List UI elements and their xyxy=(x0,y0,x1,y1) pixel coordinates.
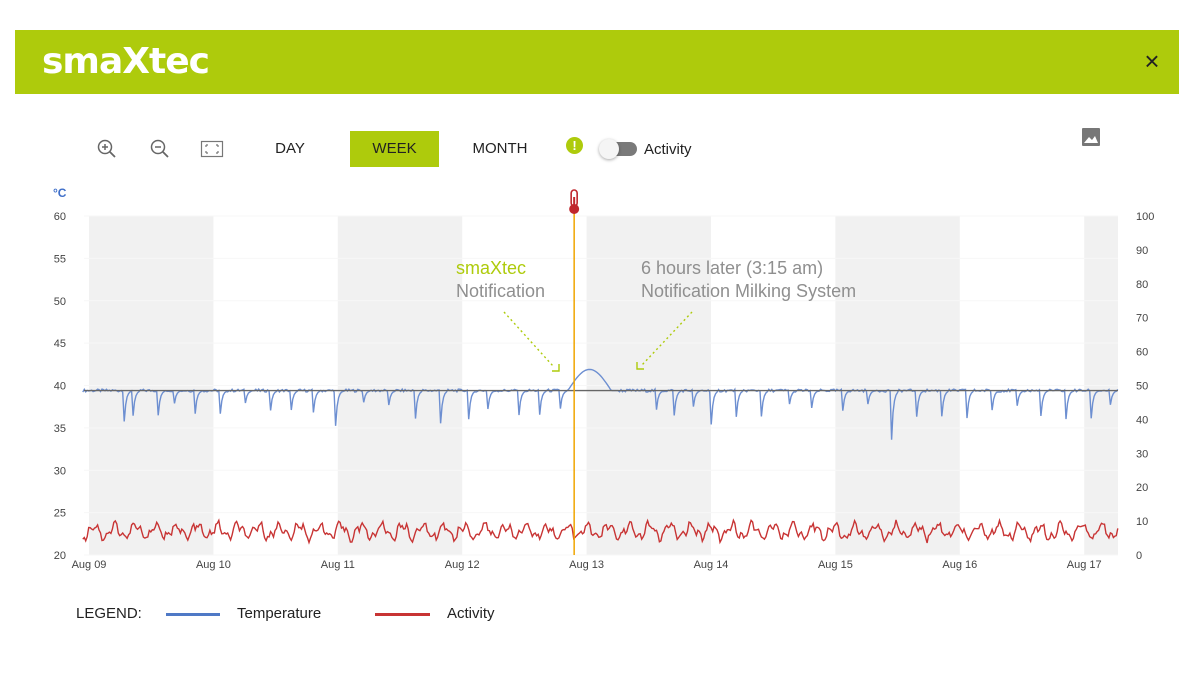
thermometer-bulb xyxy=(569,204,580,214)
y-right-tick-label-1: 10 xyxy=(1136,516,1148,528)
legend-title: LEGEND: xyxy=(76,605,142,622)
activity-series-line xyxy=(82,517,1119,545)
zoom-in-icon[interactable] xyxy=(95,137,119,161)
x-tick-label-6: Aug 15 xyxy=(818,559,853,571)
range-day-button[interactable]: DAY xyxy=(275,140,305,157)
x-tick-label-2: Aug 11 xyxy=(321,559,355,571)
y-right-tick-label-2: 20 xyxy=(1136,482,1148,494)
y-axis-unit-label: °C xyxy=(53,186,67,200)
notification-1-title: smaXtec xyxy=(456,258,527,278)
temperature-series-line xyxy=(82,368,1119,440)
x-tick-label-7: Aug 16 xyxy=(942,559,977,571)
close-icon[interactable]: × xyxy=(1144,46,1160,76)
notification-2-subtitle: Notification Milking System xyxy=(641,281,857,301)
activity-toggle-label: Activity xyxy=(644,141,692,158)
y-right-tick-label-6: 60 xyxy=(1136,347,1148,359)
x-tick-label-0: Aug 09 xyxy=(72,559,107,571)
y-right-tick-label-0: 0 xyxy=(1136,550,1142,562)
y-right-tick-label-8: 80 xyxy=(1136,279,1148,291)
x-tick-label-4: Aug 13 xyxy=(569,559,604,571)
range-month-button[interactable]: MONTH xyxy=(472,140,528,157)
notification-2-pointer-head xyxy=(636,362,644,370)
y-right-tick-label-7: 70 xyxy=(1136,313,1148,325)
y-right-tick-label-4: 40 xyxy=(1136,414,1148,426)
legend-temperature-label: Temperature xyxy=(237,605,322,622)
legend-temperature-swatch xyxy=(166,613,220,616)
y-left-tick-label-1: 25 xyxy=(54,508,66,520)
image-icon[interactable] xyxy=(1082,128,1100,146)
y-left-tick-label-8: 60 xyxy=(54,211,66,223)
x-tick-label-8: Aug 17 xyxy=(1067,559,1102,571)
legend-activity-label: Activity xyxy=(447,605,495,622)
y-left-tick-label-5: 45 xyxy=(54,338,66,350)
y-right-tick-label-10: 100 xyxy=(1136,211,1154,223)
notification-1-pointer-head xyxy=(552,364,560,372)
zoom-out-icon[interactable] xyxy=(148,137,172,161)
y-right-tick-label-9: 90 xyxy=(1136,245,1148,257)
range-week-button[interactable]: WEEK xyxy=(350,131,439,167)
temperature-activity-chart[interactable]: 20 25 30 35 40 45 50 55 60 0 10 20 30 40 50 60 70 80 90 100… xyxy=(0,0,1200,600)
app-header: smaXtec × xyxy=(15,30,1179,94)
x-tick-label-5: Aug 14 xyxy=(694,559,729,571)
y-left-tick-label-3: 35 xyxy=(54,423,66,435)
thermometer-mercury xyxy=(573,197,576,207)
notification-2-title: 6 hours later (3:15 am) xyxy=(641,258,824,278)
y-left-tick-label-4: 40 xyxy=(54,381,66,393)
smaxtec-notification-annotation: smaXtec Notification xyxy=(456,257,545,303)
fit-screen-icon[interactable] xyxy=(200,137,224,161)
milking-system-notification-annotation: 6 hours later (3:15 am) Notification Mil… xyxy=(641,257,856,303)
y-left-tick-label-7: 55 xyxy=(54,253,66,265)
x-tick-label-1: Aug 10 xyxy=(196,559,231,571)
notification-2-pointer xyxy=(641,311,693,366)
y-left-tick-label-2: 30 xyxy=(54,465,66,477)
smaxtec-logo: smaXtec xyxy=(42,41,210,82)
toggle-knob xyxy=(599,139,619,159)
y-right-tick-label-5: 50 xyxy=(1136,381,1148,393)
notification-1-subtitle: Notification xyxy=(456,281,546,301)
legend-activity-swatch xyxy=(375,613,430,616)
y-left-tick-label-6: 50 xyxy=(54,296,66,308)
y-right-tick-label-3: 30 xyxy=(1136,448,1148,460)
x-tick-label-3: Aug 12 xyxy=(445,559,480,571)
alert-icon[interactable]: ! xyxy=(566,137,583,154)
y-left-tick-label-0: 20 xyxy=(54,550,66,562)
activity-toggle[interactable] xyxy=(599,139,637,159)
notification-1-pointer xyxy=(503,311,554,367)
